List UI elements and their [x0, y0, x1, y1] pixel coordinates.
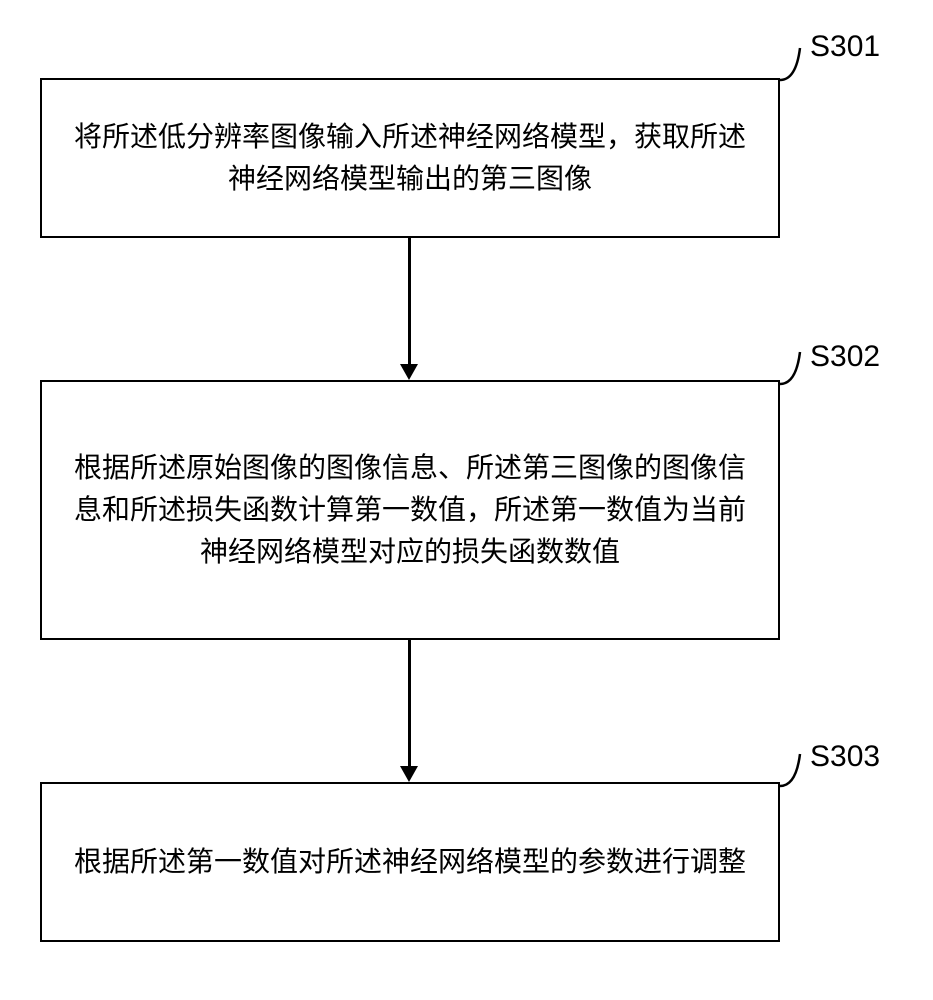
node-s301-text: 将所述低分辨率图像输入所述神经网络模型，获取所述神经网络模型输出的第三图像	[72, 116, 748, 200]
node-s302: 根据所述原始图像的图像信息、所述第三图像的图像信息和所述损失函数计算第一数值，所…	[40, 380, 780, 640]
node-s303-text: 根据所述第一数值对所述神经网络模型的参数进行调整	[74, 841, 746, 883]
node-s303: 根据所述第一数值对所述神经网络模型的参数进行调整	[40, 782, 780, 942]
arrow-line-2	[408, 640, 411, 766]
label-s302: S302	[810, 340, 880, 374]
arrow-line-1	[408, 238, 411, 364]
node-s302-text: 根据所述原始图像的图像信息、所述第三图像的图像信息和所述损失函数计算第一数值，所…	[72, 447, 748, 573]
label-s303: S303	[810, 740, 880, 774]
arrow-head-2	[400, 766, 418, 782]
label-s301: S301	[810, 30, 880, 64]
arrow-head-1	[400, 364, 418, 380]
flowchart-container: 将所述低分辨率图像输入所述神经网络模型，获取所述神经网络模型输出的第三图像 S3…	[0, 0, 933, 1000]
node-s301: 将所述低分辨率图像输入所述神经网络模型，获取所述神经网络模型输出的第三图像	[40, 78, 780, 238]
